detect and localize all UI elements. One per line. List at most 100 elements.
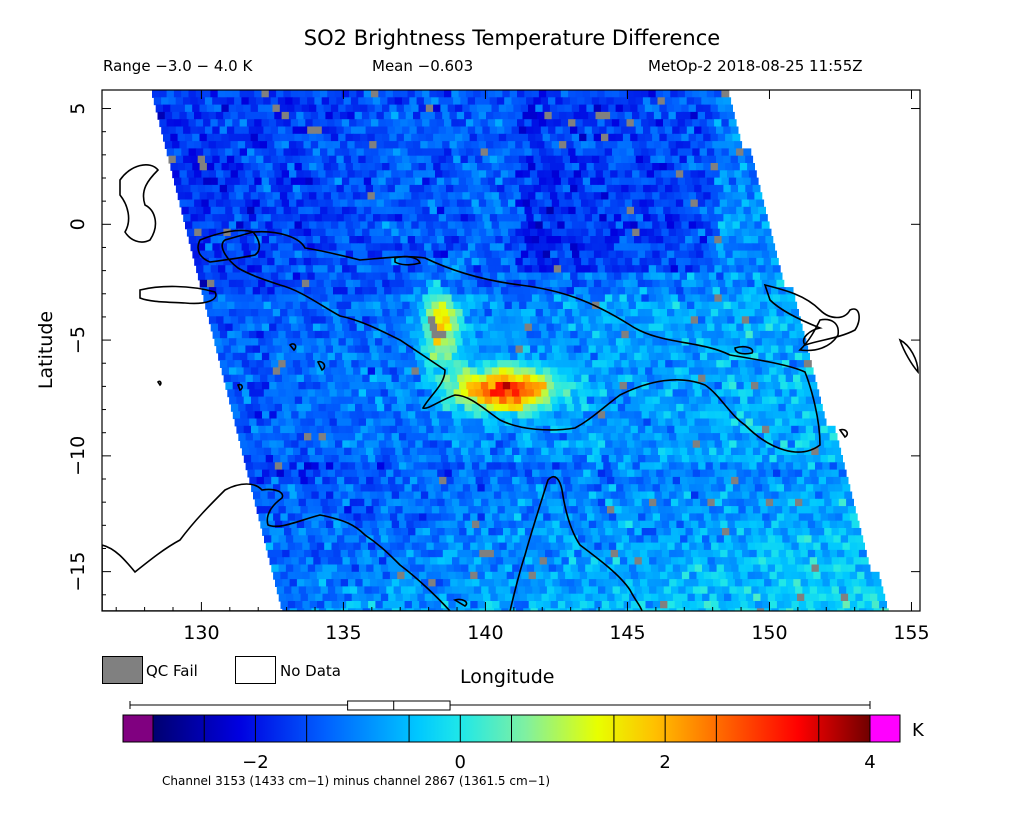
swath-pixel xyxy=(627,528,635,536)
swath-pixel xyxy=(714,177,723,186)
swath-pixel xyxy=(689,484,697,493)
swath-pixel xyxy=(327,119,336,128)
swath-pixel xyxy=(378,177,387,186)
swath-pixel xyxy=(429,206,438,215)
swath-pixel xyxy=(616,513,625,522)
swath-pixel xyxy=(387,272,396,281)
swath-pixel xyxy=(776,367,785,376)
swath-pixel xyxy=(697,141,706,149)
swath-pixel xyxy=(236,279,245,288)
swath-pixel xyxy=(641,119,649,128)
swath-pixel xyxy=(276,323,285,332)
swath-pixel xyxy=(455,133,463,142)
swath-pixel xyxy=(232,206,241,215)
swath-pixel xyxy=(656,323,664,332)
swath-pixel xyxy=(732,133,741,142)
swath-pixel xyxy=(835,513,844,522)
swath-pixel xyxy=(352,163,361,171)
swath-pixel xyxy=(647,374,655,383)
swath-pixel xyxy=(471,141,480,149)
swath-pixel xyxy=(382,396,391,405)
swath-pixel xyxy=(402,506,411,514)
swath-pixel xyxy=(296,374,305,383)
swath-pixel xyxy=(360,309,369,317)
swath-pixel xyxy=(568,90,576,98)
swath-pixel xyxy=(417,418,425,427)
swath-pixel xyxy=(325,111,334,120)
swath-pixel xyxy=(573,141,582,149)
swath-pixel xyxy=(402,155,410,164)
swath-pixel xyxy=(531,177,540,186)
swath-pixel xyxy=(528,425,537,434)
swath-pixel xyxy=(332,257,341,266)
swath-pixel xyxy=(541,535,550,544)
swath-pixel xyxy=(658,506,666,514)
swath-pixel xyxy=(575,323,584,332)
swath-pixel xyxy=(637,338,646,347)
swath-pixel xyxy=(596,462,604,471)
swath-pixel xyxy=(701,301,710,310)
swath-pixel xyxy=(480,352,489,361)
swath-pixel xyxy=(793,433,801,441)
swath-pixel xyxy=(664,155,673,164)
swath-pixel xyxy=(515,316,524,325)
swath-pixel xyxy=(621,535,630,544)
swath-pixel xyxy=(696,163,704,171)
swath-pixel xyxy=(789,535,798,544)
swath-pixel xyxy=(541,330,549,339)
swath-pixel xyxy=(386,498,395,507)
swath-pixel xyxy=(577,126,586,135)
swath-pixel xyxy=(389,104,398,113)
swath-pixel xyxy=(316,396,325,405)
swath-pixel xyxy=(223,316,232,325)
swath-pixel xyxy=(616,425,624,434)
swath-pixel xyxy=(702,535,710,544)
swath-pixel xyxy=(459,411,467,420)
swath-pixel xyxy=(667,338,675,347)
swath-pixel xyxy=(287,221,296,230)
swath-pixel xyxy=(557,133,566,142)
swath-pixel xyxy=(416,214,425,222)
swath-pixel xyxy=(604,294,613,303)
swath-pixel xyxy=(347,374,356,383)
swath-pixel xyxy=(524,382,533,390)
swath-pixel xyxy=(736,206,745,215)
swath-pixel xyxy=(623,192,631,201)
swath-pixel xyxy=(219,243,228,252)
swath-pixel xyxy=(743,148,752,157)
swath-pixel xyxy=(254,382,263,390)
swath-pixel xyxy=(636,535,645,544)
swath-pixel xyxy=(212,301,221,310)
swath-pixel xyxy=(457,462,466,471)
swath-pixel xyxy=(468,301,476,310)
swath-pixel xyxy=(809,469,818,478)
swath-pixel xyxy=(515,170,524,179)
swath-pixel xyxy=(654,257,662,266)
swath-pixel xyxy=(389,279,398,288)
swath-pixel xyxy=(276,148,285,157)
swath-pixel xyxy=(269,469,278,478)
swath-pixel xyxy=(670,528,679,536)
swath-pixel xyxy=(601,455,610,463)
swath-pixel xyxy=(460,184,469,193)
swath-pixel xyxy=(455,513,464,522)
swath-pixel xyxy=(349,440,358,449)
swath-pixel xyxy=(439,389,447,398)
swath-pixel xyxy=(345,163,354,171)
swath-pixel xyxy=(688,163,697,171)
swath-pixel xyxy=(372,126,381,135)
swath-pixel xyxy=(229,367,237,376)
swath-pixel xyxy=(661,141,670,149)
swath-pixel xyxy=(404,455,413,463)
swath-pixel xyxy=(331,163,339,171)
swath-pixel xyxy=(397,396,405,405)
swath-pixel xyxy=(703,484,712,493)
swath-pixel xyxy=(227,301,235,310)
swath-pixel xyxy=(477,309,486,317)
swath-pixel xyxy=(272,104,281,113)
swath-pixel xyxy=(745,506,754,514)
swath-pixel xyxy=(414,177,423,186)
swath-pixel xyxy=(316,279,325,288)
swath-pixel xyxy=(391,374,400,383)
swath-pixel xyxy=(269,440,278,449)
